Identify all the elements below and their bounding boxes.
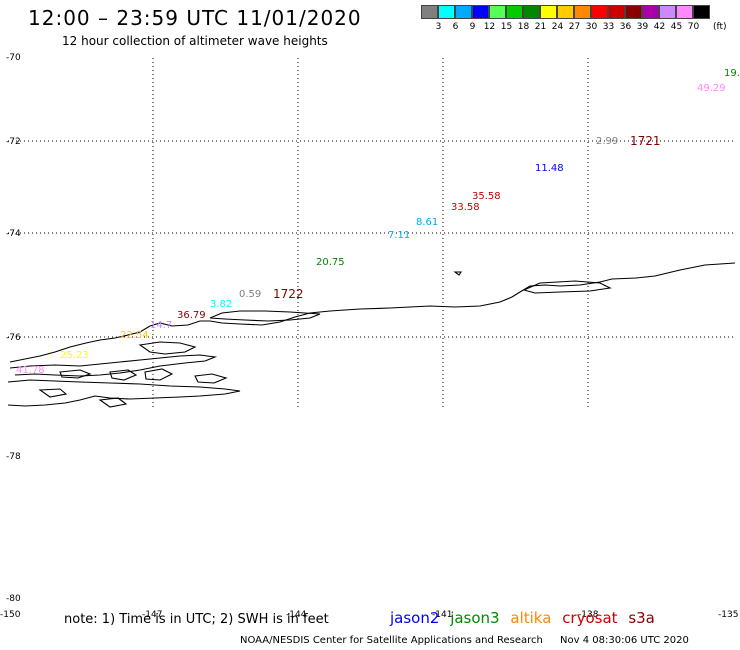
legend-label-14: 45 xyxy=(670,22,683,32)
coastline-main xyxy=(9,262,736,363)
satellite-legend: jason2 jason3 altika cryosat s3a xyxy=(390,609,661,627)
obs-label: 20.75 xyxy=(316,257,345,268)
satellite-cryosat: cryosat xyxy=(562,609,618,627)
legend-swatch-1 xyxy=(438,5,455,19)
obs-label: 49.29 xyxy=(697,83,726,94)
legend-label-4: 15 xyxy=(500,22,513,32)
obs-label: 14.7 xyxy=(150,320,172,331)
obs-label: 1722 xyxy=(273,287,304,301)
obs-label: 19. xyxy=(724,68,740,79)
legend-label-7: 24 xyxy=(551,22,564,32)
coastline-south xyxy=(7,379,241,407)
legend-swatch-2 xyxy=(455,5,472,19)
obs-label: 33.58 xyxy=(451,202,480,213)
obs-label: 7.11 xyxy=(388,230,410,241)
legend-swatch-0 xyxy=(421,5,438,19)
legend-label-11: 36 xyxy=(619,22,632,32)
legend-swatch-8 xyxy=(557,5,574,19)
obs-label: 1721 xyxy=(630,134,661,148)
lat-label-76: -76 xyxy=(6,333,21,343)
legend-swatch-12 xyxy=(625,5,642,19)
satellite-s3a: s3a xyxy=(628,609,655,627)
lon-label-141: -141 xyxy=(432,610,452,620)
map-subtitle: 12 hour collection of altimeter wave hei… xyxy=(62,34,328,48)
obs-label: 8.61 xyxy=(416,217,438,228)
lon-label-138: -138 xyxy=(578,610,599,620)
legend-label-8: 27 xyxy=(568,22,581,32)
legend-label-10: 33 xyxy=(602,22,615,32)
legend-label-3: 12 xyxy=(483,22,496,32)
satellite-jason2: jason2 xyxy=(390,609,440,627)
lat-label-74: -74 xyxy=(6,229,21,239)
lat-label-80: -80 xyxy=(6,594,21,604)
island-2 xyxy=(144,368,174,381)
island-1 xyxy=(138,341,197,355)
legend-label-9: 30 xyxy=(585,22,598,32)
legend-swatch-14 xyxy=(659,5,676,19)
obs-label: 36.79 xyxy=(177,310,206,321)
legend-label-1: 6 xyxy=(452,22,459,32)
lon-label-150: -150 xyxy=(0,610,21,620)
satellite-altika: altika xyxy=(510,609,552,627)
obs-label: 35.58 xyxy=(472,191,501,202)
legend-label-0: 3 xyxy=(435,22,442,32)
legend-swatch-10 xyxy=(591,5,608,19)
legend-label-6: 21 xyxy=(534,22,547,32)
legend-swatch-9 xyxy=(574,5,591,19)
obs-label: 11.48 xyxy=(535,163,564,174)
graticule xyxy=(8,58,735,408)
lon-label-144: -144 xyxy=(286,610,307,620)
legend-swatch-16 xyxy=(693,5,710,19)
legend-swatch-4 xyxy=(489,5,506,19)
timestamp: Nov 4 08:30:06 UTC 2020 xyxy=(560,635,689,646)
coastline xyxy=(7,262,736,408)
coast-inlet xyxy=(522,280,612,294)
obs-label: 2.99 xyxy=(596,136,618,147)
color-legend xyxy=(421,5,710,19)
obs-label: 3.82 xyxy=(210,299,232,310)
lat-label-78: -78 xyxy=(6,452,21,462)
obs-label: 25.23 xyxy=(60,350,89,361)
map-title: 12:00 – 23:59 UTC 11/01/2020 xyxy=(28,6,362,30)
obs-label: 41.78 xyxy=(16,365,45,376)
island-8 xyxy=(453,271,463,276)
legend-label-2: 9 xyxy=(469,22,476,32)
legend-swatch-5 xyxy=(506,5,523,19)
island-3 xyxy=(109,369,138,381)
legend-labels: 3 6 9 12 15 18 21 24 27 30 33 36 39 42 4… xyxy=(421,22,740,34)
legend-label-15: 70 xyxy=(687,22,700,32)
obs-label: 22.54 xyxy=(120,330,149,341)
legend-label-12: 39 xyxy=(636,22,649,32)
legend-label-5: 18 xyxy=(517,22,530,32)
legend-swatch-11 xyxy=(608,5,625,19)
island-4 xyxy=(194,373,228,384)
legend-swatch-15 xyxy=(676,5,693,19)
footer-note: note: 1) Time is in UTC; 2) SWH is in fe… xyxy=(64,612,329,627)
legend-unit: (ft) xyxy=(713,22,727,32)
ice-shelf-edge xyxy=(209,310,321,322)
lon-label-147: -147 xyxy=(142,610,162,620)
lat-label-72: -72 xyxy=(6,137,21,147)
legend-swatch-6 xyxy=(523,5,540,19)
legend-swatch-7 xyxy=(540,5,557,19)
legend-swatch-13 xyxy=(642,5,659,19)
legend-label-13: 42 xyxy=(653,22,666,32)
island-7 xyxy=(38,388,68,398)
lon-label-135: -135 xyxy=(718,610,738,620)
credit-line: NOAA/NESDIS Center for Satellite Applica… xyxy=(240,635,703,646)
island-5 xyxy=(59,369,92,379)
obs-label: 0.59 xyxy=(239,289,261,300)
lat-label-70: -70 xyxy=(6,53,21,63)
satellite-jason3: jason3 xyxy=(450,609,500,627)
credit-text: NOAA/NESDIS Center for Satellite Applica… xyxy=(240,635,543,646)
island-6 xyxy=(98,397,128,408)
legend-swatch-3 xyxy=(472,5,489,19)
